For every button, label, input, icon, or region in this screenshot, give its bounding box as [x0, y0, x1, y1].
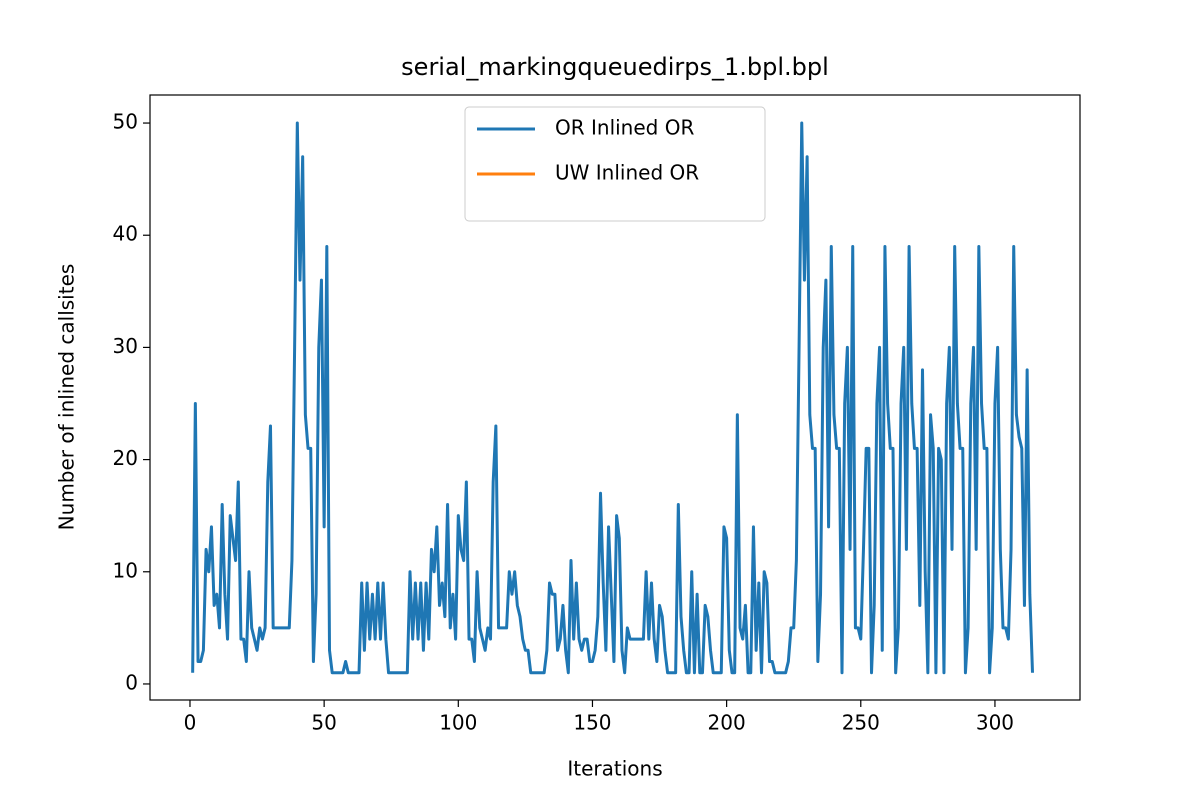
- x-tick-label: 250: [842, 711, 880, 735]
- data-line: [191, 121, 1035, 675]
- y-axis-label: Number of inlined callsites: [55, 264, 79, 531]
- y-tick-label: 20: [113, 446, 138, 470]
- chart-title: serial_markingqueuedirps_1.bpl.bpl: [401, 53, 829, 81]
- x-tick-label: 50: [311, 711, 336, 735]
- plot-frame: [149, 94, 1081, 701]
- legend-label: UW Inlined OR: [555, 161, 699, 185]
- x-tick-label: 200: [708, 711, 746, 735]
- legend-box: [464, 106, 766, 222]
- x-tick-label: 100: [439, 711, 477, 735]
- x-axis-label: Iterations: [567, 757, 662, 781]
- y-tick-label: 0: [125, 670, 138, 694]
- y-tick-label: 30: [113, 334, 138, 358]
- legend-label: OR Inlined OR: [555, 116, 694, 140]
- x-tick-label: 150: [573, 711, 611, 735]
- y-tick-label: 50: [113, 110, 138, 134]
- y-tick-label: 10: [113, 558, 138, 582]
- x-tick-label: 300: [976, 711, 1014, 735]
- y-tick-label: 40: [113, 222, 138, 246]
- x-tick-label: 0: [184, 711, 197, 735]
